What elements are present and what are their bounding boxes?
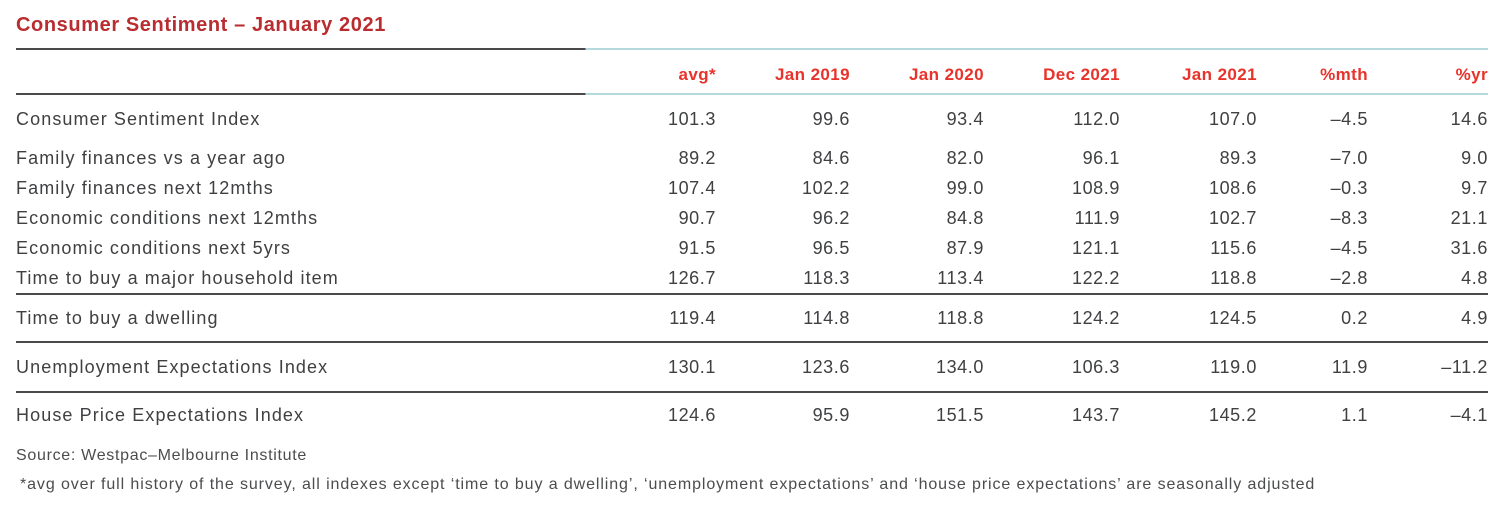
- cell: 113.4: [937, 267, 984, 288]
- cell: 107.4: [667, 177, 716, 198]
- cell: 130.1: [667, 356, 716, 377]
- cell: 118.8: [937, 307, 984, 328]
- cell: 145.2: [1208, 404, 1257, 425]
- cell: 111.9: [1074, 207, 1120, 228]
- row-label: Family finances vs a year ago: [16, 147, 287, 168]
- cell: –11.2: [1441, 356, 1488, 377]
- cell: –7.0: [1330, 147, 1368, 168]
- row-label: Consumer Sentiment Index: [16, 108, 261, 129]
- consumer-sentiment-report: Consumer Sentiment – January 2021 avg* J…: [0, 13, 1504, 525]
- cell: 122.2: [1071, 267, 1120, 288]
- column-header-jan-2019: Jan 2019: [774, 65, 850, 84]
- cell: –8.3: [1330, 207, 1368, 228]
- table-row-consumer-sentiment-index: Consumer Sentiment Index 101.3 99.6 93.4…: [16, 95, 1488, 143]
- cell: 89.3: [1219, 147, 1257, 168]
- row-label: Economic conditions next 5yrs: [16, 237, 292, 258]
- cell: 84.6: [812, 147, 850, 168]
- cell: 118.3: [803, 267, 850, 288]
- cell: –4.5: [1330, 108, 1368, 129]
- divider-unemployment: [16, 341, 1488, 343]
- column-header-pct-yr: %yr: [1455, 65, 1488, 84]
- divider-top: [16, 48, 1488, 50]
- cell: 89.2: [678, 147, 716, 168]
- table-row-time-to-buy-a-dwelling: Time to buy a dwelling 119.4 114.8 118.8…: [16, 295, 1488, 341]
- cell: 115.6: [1210, 237, 1257, 258]
- row-label: Family finances next 12mths: [16, 177, 274, 198]
- cell: 99.6: [812, 108, 850, 129]
- cell: 21.1: [1450, 207, 1488, 228]
- cell: –4.1: [1450, 404, 1488, 425]
- column-header-avg: avg*: [678, 65, 716, 84]
- cell: 87.9: [946, 237, 984, 258]
- source-text: Source: Westpac–Melbourne Institute: [16, 447, 308, 464]
- column-header-dec-2021: Dec 2021: [1043, 65, 1120, 84]
- cell: 119.0: [1210, 356, 1257, 377]
- footnote-text: *avg over full history of the survey, al…: [20, 476, 1316, 493]
- row-label: Unemployment Expectations Index: [16, 356, 329, 377]
- cell: 1.1: [1341, 404, 1368, 425]
- cell: 101.3: [667, 108, 716, 129]
- cell: 9.7: [1461, 177, 1488, 198]
- cell: 4.8: [1461, 267, 1488, 288]
- table-row-economic-conditions-next-5yrs: Economic conditions next 5yrs 91.5 96.5 …: [16, 233, 1488, 263]
- table-row-economic-conditions-next-12mths: Economic conditions next 12mths 90.7 96.…: [16, 203, 1488, 233]
- cell: 91.5: [678, 237, 716, 258]
- cell: 121.1: [1071, 237, 1120, 258]
- cell: 124.6: [667, 404, 716, 425]
- row-label: Economic conditions next 12mths: [16, 207, 319, 228]
- cell: 126.7: [667, 267, 716, 288]
- cell: 9.0: [1461, 147, 1488, 168]
- cell: 106.3: [1071, 356, 1120, 377]
- cell: 0.2: [1341, 307, 1368, 328]
- cell: 151.5: [935, 404, 984, 425]
- table-row-house-price-expectations-index: House Price Expectations Index 124.6 95.…: [16, 393, 1488, 437]
- cell: –2.8: [1330, 267, 1368, 288]
- divider-house-price: [16, 391, 1488, 393]
- cell: 143.7: [1071, 404, 1120, 425]
- row-label: House Price Expectations Index: [16, 404, 305, 425]
- divider-header: [16, 93, 1488, 95]
- table-row-family-finances-year-ago: Family finances vs a year ago 89.2 84.6 …: [16, 143, 1488, 173]
- table-row-family-finances-next-12mths: Family finances next 12mths 107.4 102.2 …: [16, 173, 1488, 203]
- page-title: Consumer Sentiment – January 2021: [16, 14, 386, 36]
- table-row-time-to-buy-major-household-item: Time to buy a major household item 126.7…: [16, 263, 1488, 293]
- cell: 31.6: [1450, 237, 1488, 258]
- row-label: Time to buy a major household item: [16, 267, 339, 288]
- cell: 124.2: [1071, 307, 1120, 328]
- cell: 124.5: [1208, 307, 1257, 328]
- cell: 82.0: [946, 147, 984, 168]
- cell: 114.8: [803, 307, 850, 328]
- cell: 112.0: [1073, 108, 1120, 129]
- cell: 95.9: [812, 404, 850, 425]
- cell: 96.5: [812, 237, 850, 258]
- divider-dwelling: [16, 293, 1488, 295]
- cell: 102.7: [1208, 207, 1257, 228]
- cell: 108.6: [1208, 177, 1257, 198]
- cell: 84.8: [946, 207, 984, 228]
- cell: 14.6: [1450, 108, 1488, 129]
- cell: 99.0: [946, 177, 984, 198]
- cell: 102.2: [801, 177, 850, 198]
- column-header-pct-mth: %mth: [1320, 65, 1368, 84]
- row-label: Time to buy a dwelling: [16, 307, 219, 328]
- cell: 118.8: [1210, 267, 1257, 288]
- cell: –0.3: [1330, 177, 1368, 198]
- cell: 11.9: [1331, 356, 1368, 377]
- cell: 96.2: [812, 207, 850, 228]
- cell: 108.9: [1071, 177, 1120, 198]
- cell: 93.4: [946, 108, 984, 129]
- cell: 134.0: [935, 356, 984, 377]
- cell: 119.4: [669, 307, 716, 328]
- cell: 4.9: [1461, 307, 1488, 328]
- table-row-unemployment-expectations-index: Unemployment Expectations Index 130.1 12…: [16, 343, 1488, 391]
- cell: –4.5: [1330, 237, 1368, 258]
- column-header-jan-2020: Jan 2020: [908, 65, 984, 84]
- cell: 96.1: [1082, 147, 1120, 168]
- table-header-row: avg* Jan 2019 Jan 2020 Dec 2021 Jan 2021…: [16, 50, 1488, 93]
- cell: 90.7: [678, 207, 716, 228]
- cell: 107.0: [1208, 108, 1257, 129]
- cell: 123.6: [801, 356, 850, 377]
- column-header-jan-2021: Jan 2021: [1181, 65, 1257, 84]
